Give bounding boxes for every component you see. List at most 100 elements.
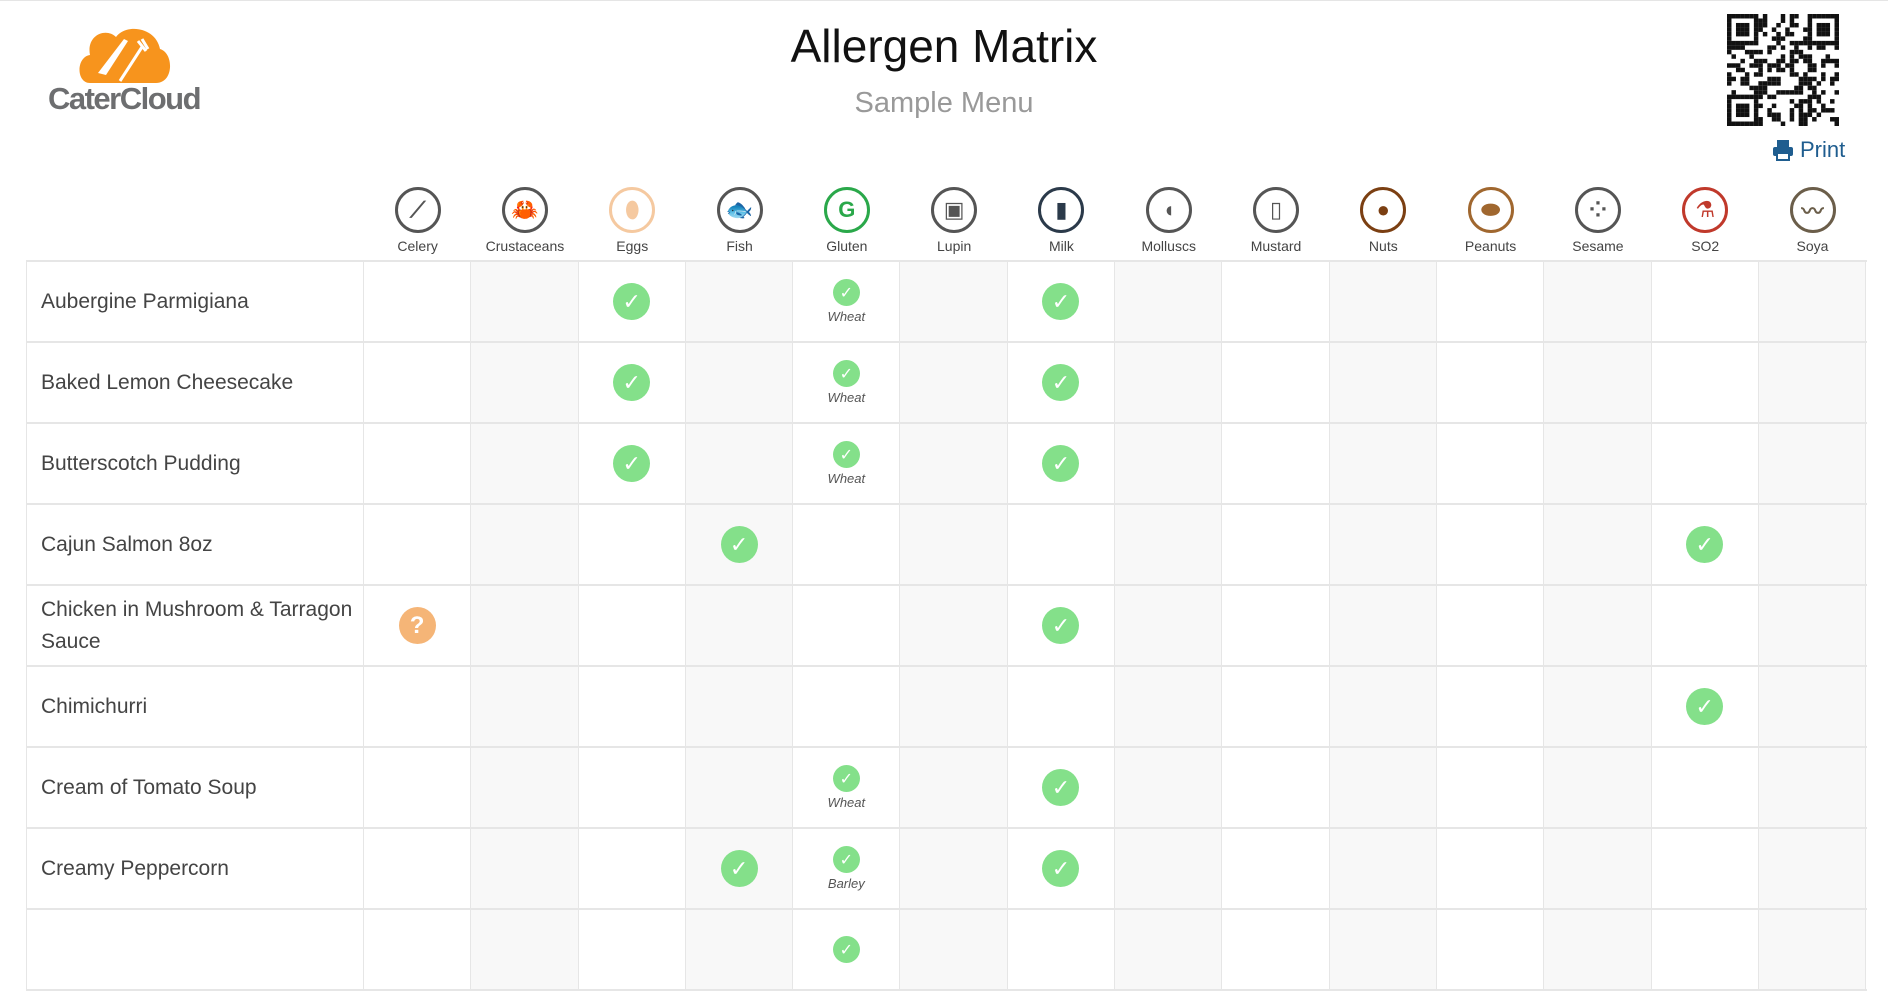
allergen-column-mustard: ▯ Mustard — [1222, 187, 1329, 254]
allergen-column-lupin: ▣ Lupin — [900, 187, 1007, 254]
matrix-cell: ✓ Wheat — [793, 343, 901, 422]
matrix-cell — [793, 505, 901, 584]
print-button[interactable]: Print — [1772, 137, 1845, 163]
allergen-column-peanuts: ⬬ Peanuts — [1437, 187, 1544, 254]
matrix-cell — [1115, 667, 1223, 746]
matrix-cell: ✓ Barley — [793, 829, 901, 908]
dish-name: Cream of Tomato Soup — [26, 748, 364, 827]
matrix-cell — [1222, 505, 1330, 584]
milk-icon: ▮ — [1038, 187, 1085, 233]
matrix-cell — [364, 748, 472, 827]
matrix-cell — [685, 586, 794, 665]
table-row: Creamy Peppercorn ✓ ✓ Barley ✓ — [26, 829, 1867, 910]
matrix-cell — [1544, 748, 1652, 827]
matrix-cell — [1544, 424, 1652, 503]
matrix-cell — [1329, 910, 1437, 989]
matrix-cell — [1437, 667, 1545, 746]
matrix-cell — [1758, 262, 1867, 341]
allergen-column-so2: ⚗ SO2 — [1652, 187, 1759, 254]
dish-name: Cajun Salmon 8oz — [26, 505, 364, 584]
gluten-type-note: Wheat — [827, 795, 866, 810]
matrix-cell — [1008, 910, 1116, 989]
matrix-cell — [579, 910, 686, 989]
matrix-cell: ✓ Wheat — [793, 262, 901, 341]
matrix-cell — [1115, 505, 1223, 584]
allergen-column-sesame: ⁘ Sesame — [1544, 187, 1651, 254]
peanut-icon: ⬬ — [1467, 187, 1514, 233]
check-icon: ✓ — [1042, 769, 1080, 806]
nut-icon: ● — [1360, 187, 1407, 233]
matrix-cell — [1329, 748, 1437, 827]
matrix-cell — [1222, 343, 1330, 422]
matrix-cell — [1222, 748, 1330, 827]
matrix-cell — [685, 262, 794, 341]
page-title: Allergen Matrix — [790, 20, 1098, 72]
matrix-cell: ? — [364, 586, 472, 665]
dish-name: Chimichurri — [26, 667, 364, 746]
allergen-column-molluscs: ◖ Molluscs — [1115, 187, 1222, 254]
matrix-cell: ✓ — [685, 505, 794, 584]
shell-icon: ◖ — [1145, 187, 1192, 233]
matrix-cell — [364, 910, 472, 989]
matrix-cell: ✓ — [1008, 829, 1116, 908]
matrix-cell: ✓ — [1008, 586, 1116, 665]
matrix-cell: ✓ Wheat — [793, 748, 901, 827]
matrix-cell — [1329, 829, 1437, 908]
gluten-type-note: Wheat — [827, 309, 866, 324]
allergen-label: Gluten — [826, 238, 868, 254]
matrix-cell — [685, 667, 794, 746]
table-row: Baked Lemon Cheesecake ✓ ✓ Wheat ✓ — [26, 343, 1867, 424]
allergen-header-row: ⟋ Celery 🦀 Crustaceans ⬮ Eggs 🐟 Fish G Gluten ▣ Lup… — [364, 187, 1866, 254]
check-icon: ✓ — [1042, 283, 1080, 320]
matrix-cell — [1115, 829, 1223, 908]
matrix-cell — [471, 829, 579, 908]
matrix-cell — [1544, 262, 1652, 341]
dish-name: Baked Lemon Cheesecake — [26, 343, 364, 422]
matrix-cell — [1758, 829, 1867, 908]
check-icon: ✓ — [832, 441, 860, 468]
matrix-cell — [1437, 343, 1545, 422]
matrix-cell — [1652, 586, 1759, 665]
matrix-cell: ✓ — [1008, 343, 1116, 422]
matrix-cell — [1652, 829, 1759, 908]
lupin-icon: ▣ — [931, 187, 978, 233]
check-icon: ✓ — [720, 526, 758, 563]
mustard-icon: ▯ — [1253, 187, 1300, 233]
menu-subtitle: Sample Menu — [854, 87, 1034, 119]
matrix-cell — [364, 262, 472, 341]
allergen-label: Celery — [397, 238, 438, 254]
matrix-cell — [364, 667, 472, 746]
matrix-cell — [1544, 910, 1652, 989]
check-icon: ✓ — [1686, 526, 1724, 563]
matrix-cell — [1115, 586, 1223, 665]
matrix-cell — [793, 667, 901, 746]
allergen-column-nuts: ● Nuts — [1330, 187, 1437, 254]
matrix-cell — [685, 343, 794, 422]
matrix-cell — [471, 505, 579, 584]
matrix-cell — [1222, 262, 1330, 341]
allergen-label: Crustaceans — [485, 238, 565, 254]
table-row: Aubergine Parmigiana ✓ ✓ Wheat ✓ — [26, 262, 1867, 343]
matrix-cell: ✓ — [1652, 505, 1759, 584]
check-icon: ✓ — [613, 445, 651, 482]
matrix-cell — [1652, 748, 1759, 827]
dish-name: Chicken in Mushroom & Tarragon Sauce — [26, 586, 364, 665]
matrix-cell — [685, 910, 794, 989]
matrix-cell — [471, 586, 579, 665]
matrix-cell — [364, 505, 472, 584]
matrix-cell — [1437, 505, 1545, 584]
matrix-cell — [1437, 829, 1545, 908]
gluten-type-note: Wheat — [827, 471, 866, 486]
matrix-cell — [1222, 910, 1330, 989]
matrix-cell — [1544, 667, 1652, 746]
check-icon: ✓ — [1686, 688, 1724, 725]
matrix-cell — [1115, 748, 1223, 827]
matrix-cell: ✓ — [579, 262, 686, 341]
matrix-cell — [1758, 343, 1867, 422]
matrix-cell — [1758, 586, 1867, 665]
allergen-label: Fish — [726, 238, 753, 254]
matrix-cell — [793, 586, 901, 665]
table-row: Chicken in Mushroom & Tarragon Sauce? ✓ — [26, 586, 1867, 667]
check-icon: ✓ — [832, 936, 860, 963]
cloud-utensils-icon — [79, 28, 171, 83]
